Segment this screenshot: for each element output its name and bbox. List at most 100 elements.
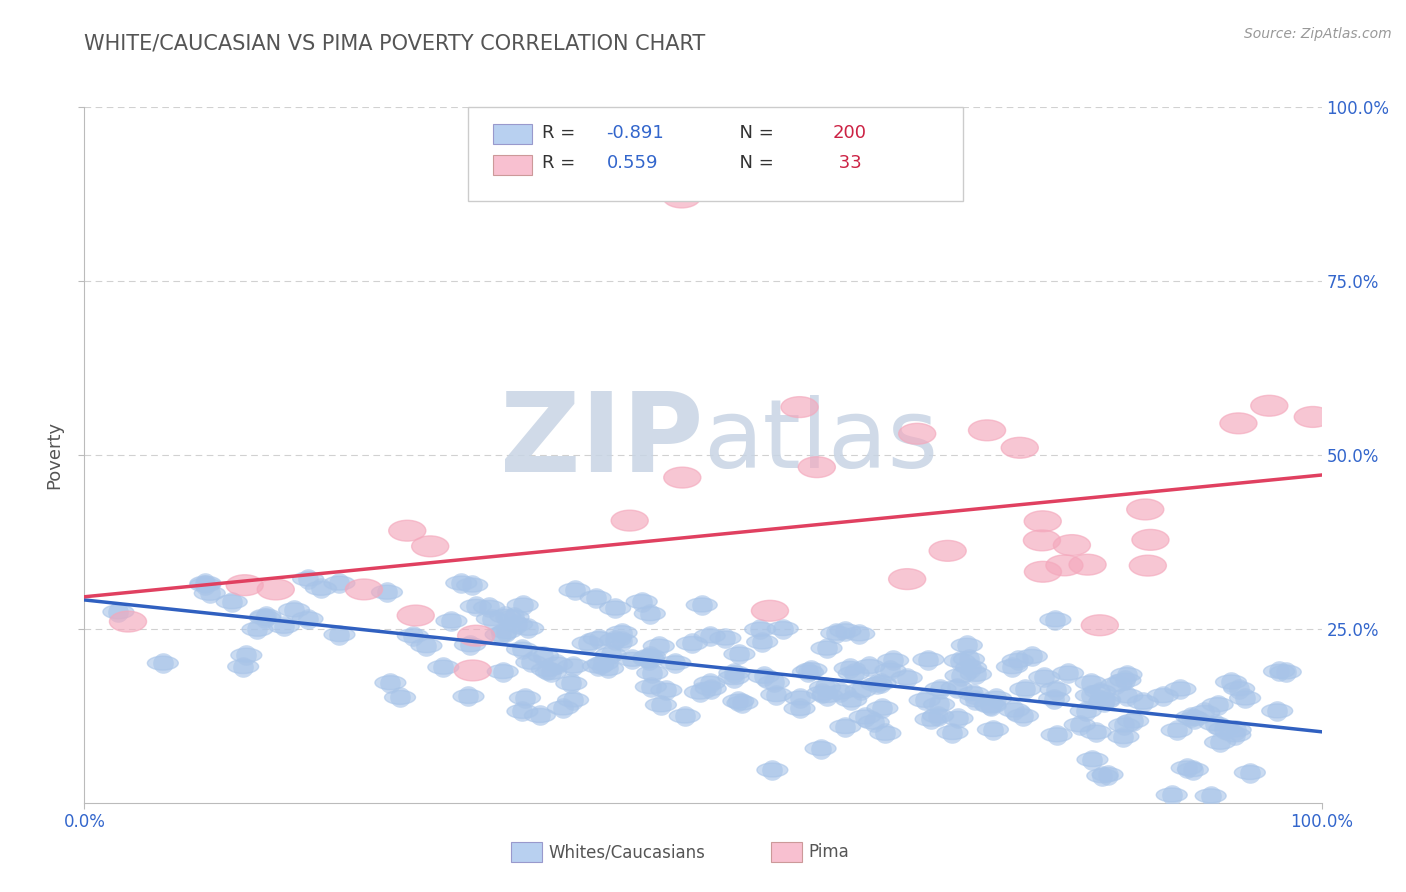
Point: [928, 698, 950, 712]
Point: [1170, 681, 1192, 696]
Point: [1181, 763, 1204, 777]
Point: [800, 663, 823, 677]
Point: [723, 665, 745, 680]
Point: [502, 610, 524, 624]
Text: Whites/Caucasians: Whites/Caucasians: [548, 843, 706, 861]
Point: [1194, 706, 1216, 720]
Point: [1209, 735, 1232, 749]
Point: [489, 627, 512, 641]
Point: [637, 650, 659, 665]
Text: ZIP: ZIP: [499, 387, 703, 494]
Point: [700, 681, 723, 696]
Point: [1069, 718, 1091, 732]
Text: 33: 33: [832, 154, 862, 172]
Point: [576, 636, 599, 650]
Point: [1046, 728, 1069, 742]
Point: [450, 576, 472, 591]
Point: [495, 624, 517, 639]
Point: [1204, 716, 1226, 731]
Point: [960, 660, 983, 674]
Point: [866, 677, 889, 691]
Point: [815, 641, 838, 656]
Point: [962, 687, 984, 701]
Point: [596, 661, 619, 675]
Point: [592, 657, 614, 671]
Point: [273, 619, 295, 633]
Point: [797, 665, 820, 679]
Point: [1074, 704, 1097, 718]
Point: [1114, 673, 1136, 688]
Point: [929, 681, 952, 696]
Point: [1199, 789, 1222, 803]
Point: [853, 710, 876, 724]
Point: [752, 669, 775, 683]
Point: [673, 709, 696, 723]
Point: [1090, 684, 1112, 698]
Point: [1132, 695, 1154, 709]
Point: [513, 690, 536, 705]
Point: [1265, 704, 1288, 718]
Point: [638, 653, 661, 667]
Text: 200: 200: [832, 124, 868, 142]
Point: [986, 691, 1008, 706]
Point: [1091, 769, 1114, 783]
Point: [830, 685, 852, 699]
Point: [297, 572, 319, 586]
Point: [979, 698, 1001, 712]
Text: N =: N =: [728, 124, 779, 142]
Point: [728, 647, 751, 661]
Point: [815, 689, 838, 703]
FancyBboxPatch shape: [770, 842, 801, 862]
Point: [957, 652, 980, 666]
Point: [540, 665, 562, 680]
Point: [689, 685, 711, 699]
Point: [1206, 698, 1229, 712]
Point: [478, 600, 501, 615]
Point: [221, 595, 243, 609]
Point: [562, 693, 585, 707]
Point: [872, 701, 894, 715]
Point: [1057, 666, 1080, 681]
Point: [1268, 665, 1291, 679]
Point: [402, 629, 425, 643]
Point: [605, 632, 627, 647]
Point: [297, 612, 319, 626]
Point: [588, 632, 610, 646]
Point: [914, 693, 936, 707]
FancyBboxPatch shape: [492, 155, 533, 175]
Point: [529, 708, 551, 723]
Point: [1045, 613, 1067, 627]
Point: [896, 671, 918, 685]
Point: [834, 624, 856, 638]
Point: [1001, 659, 1024, 673]
Point: [506, 617, 529, 632]
Point: [1115, 667, 1137, 681]
Point: [1105, 677, 1128, 691]
Point: [949, 668, 972, 682]
Point: [283, 603, 305, 617]
Point: [1097, 767, 1119, 781]
Point: [1225, 723, 1247, 737]
Point: [531, 648, 554, 663]
Text: atlas: atlas: [703, 394, 938, 488]
Point: [457, 690, 479, 704]
Point: [1014, 681, 1036, 696]
Point: [1116, 689, 1139, 703]
Point: [520, 655, 543, 669]
Point: [825, 626, 848, 640]
Point: [949, 654, 972, 668]
Point: [1239, 765, 1261, 780]
Point: [638, 649, 661, 664]
Point: [458, 638, 481, 652]
Point: [198, 586, 221, 600]
Point: [945, 681, 967, 695]
Point: [1021, 649, 1043, 664]
Point: [621, 652, 644, 666]
Point: [546, 657, 568, 672]
Point: [869, 676, 891, 690]
Point: [1045, 682, 1067, 697]
Text: N =: N =: [728, 154, 779, 172]
Point: [1043, 691, 1066, 706]
Point: [415, 639, 437, 653]
Point: [965, 667, 987, 681]
